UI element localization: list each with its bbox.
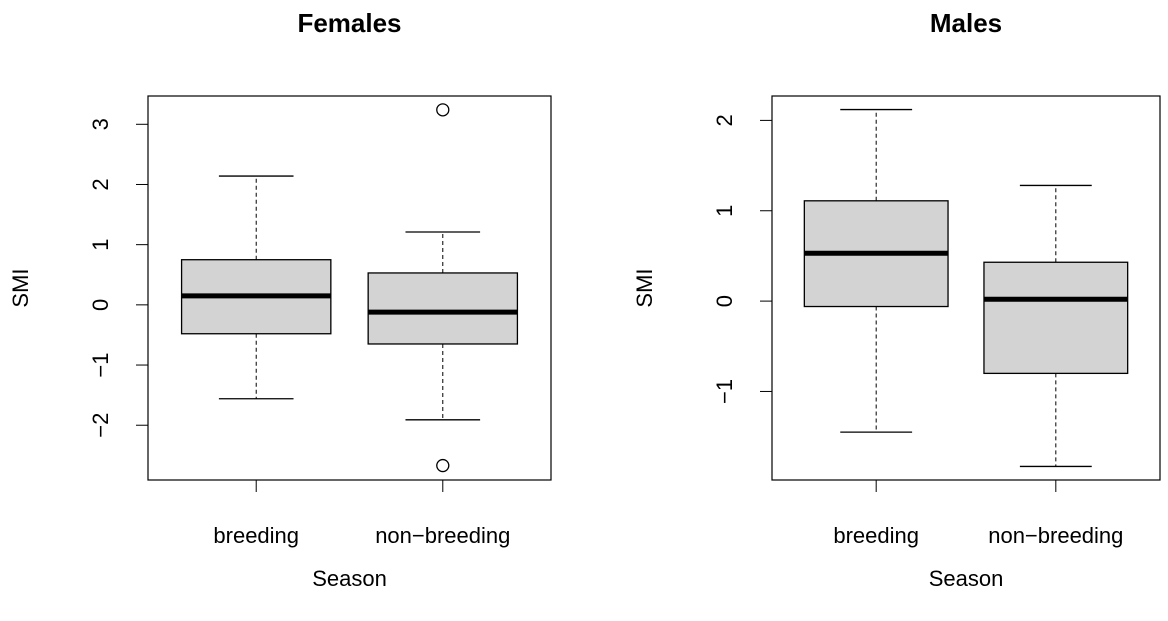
y-tick-label: 2 [88,178,113,190]
box [367,272,519,345]
chart-title: Males [930,8,1002,38]
x-tick-label: breeding [833,523,919,548]
y-tick-label: 3 [88,118,113,130]
y-tick-label: 0 [712,295,737,307]
y-tick-label: −1 [88,352,113,377]
y-tick-label: 2 [712,114,737,126]
y-axis-label: SMI [632,268,657,307]
y-tick-label: 0 [88,299,113,311]
y-tick-label: 1 [712,205,737,217]
chart-title: Females [297,8,401,38]
x-axis-label: Season [929,566,1004,591]
y-axis-label: SMI [8,268,33,307]
outlier [436,458,450,473]
box [983,261,1129,375]
x-tick-label: non−breeding [375,523,510,548]
x-tick-label: breeding [213,523,299,548]
y-tick-label: −2 [88,413,113,438]
x-axis-label: Season [312,566,387,591]
plot-frame [147,95,552,481]
plot-frame [771,95,1161,481]
y-tick-label: −1 [712,379,737,404]
outlier [436,103,450,117]
x-tick-label: non−breeding [988,523,1123,548]
y-tick-label: 1 [88,239,113,251]
